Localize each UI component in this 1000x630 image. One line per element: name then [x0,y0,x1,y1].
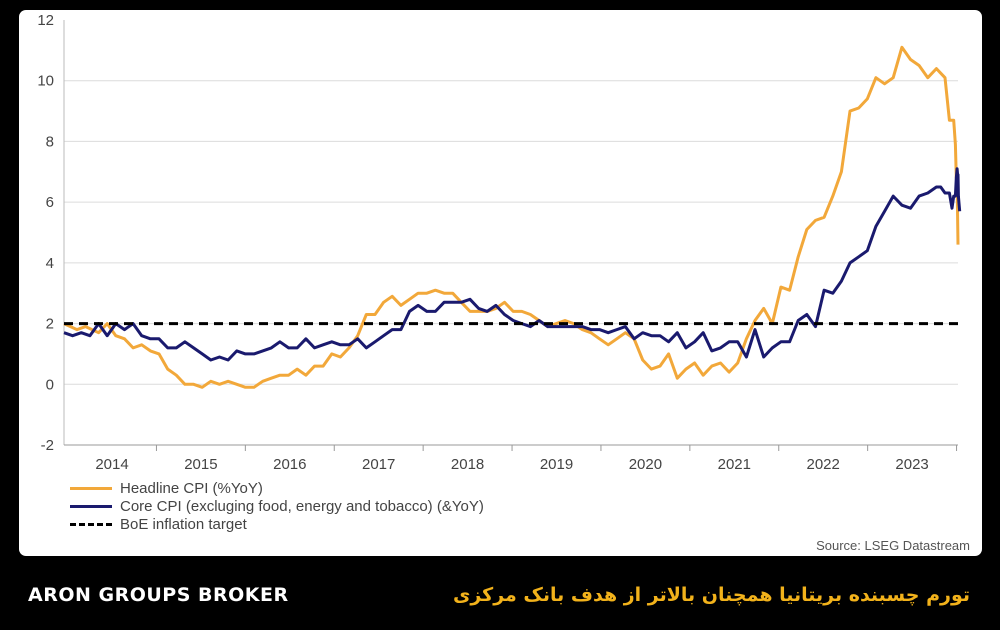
x-tick-label: 2021 [718,456,751,473]
x-tick-label: 2016 [273,456,306,473]
y-tick-label: 4 [46,255,54,272]
x-tick-label: 2020 [629,456,662,473]
series-headline-cpi [63,45,960,389]
y-tick-label: -2 [41,437,54,454]
axes: -2 0 2 4 6 8 10 12 2014 2015 2016 2017 2018 2019 2020 2… [37,12,958,473]
y-tick-label: 12 [37,12,54,29]
series-core-cpi [63,167,962,362]
x-tick-label: 2022 [807,456,840,473]
x-tick-label: 2018 [451,456,484,473]
legend-swatch-core [70,504,112,508]
legend-item-headline: Headline CPI (%YoY) [70,479,484,497]
x-tick-label: 2019 [540,456,573,473]
gridlines [64,80,958,385]
legend: Headline CPI (%YoY) Core CPI (excluging … [70,479,484,533]
y-tick-label: 2 [46,316,54,333]
legend-label-core: Core CPI (excluging food, energy and tob… [120,497,484,515]
legend-swatch-headline [70,486,112,490]
source-note: Source: LSEG Datastream [816,538,970,553]
legend-item-target: BoE inflation target [70,515,484,533]
x-tick-label: 2023 [895,456,928,473]
x-tick-label: 2015 [184,456,217,473]
y-tick-label: 10 [37,73,54,90]
x-tick-label: 2017 [362,456,395,473]
legend-swatch-target [70,522,112,526]
y-tick-label: 0 [46,376,54,393]
footer-title: تورم چسبنده بریتانیا همچنان بالاتر از هد… [452,584,970,606]
legend-label-headline: Headline CPI (%YoY) [120,479,263,497]
chart-panel [19,10,982,556]
x-tick-label: 2014 [95,456,128,473]
series-lines [63,45,962,389]
legend-label-target: BoE inflation target [120,515,247,533]
legend-item-core: Core CPI (excluging food, energy and tob… [70,497,484,515]
y-tick-label: 8 [46,133,54,150]
y-tick-label: 6 [46,194,54,211]
brand-name: ARON GROUPS BROKER [28,584,289,606]
